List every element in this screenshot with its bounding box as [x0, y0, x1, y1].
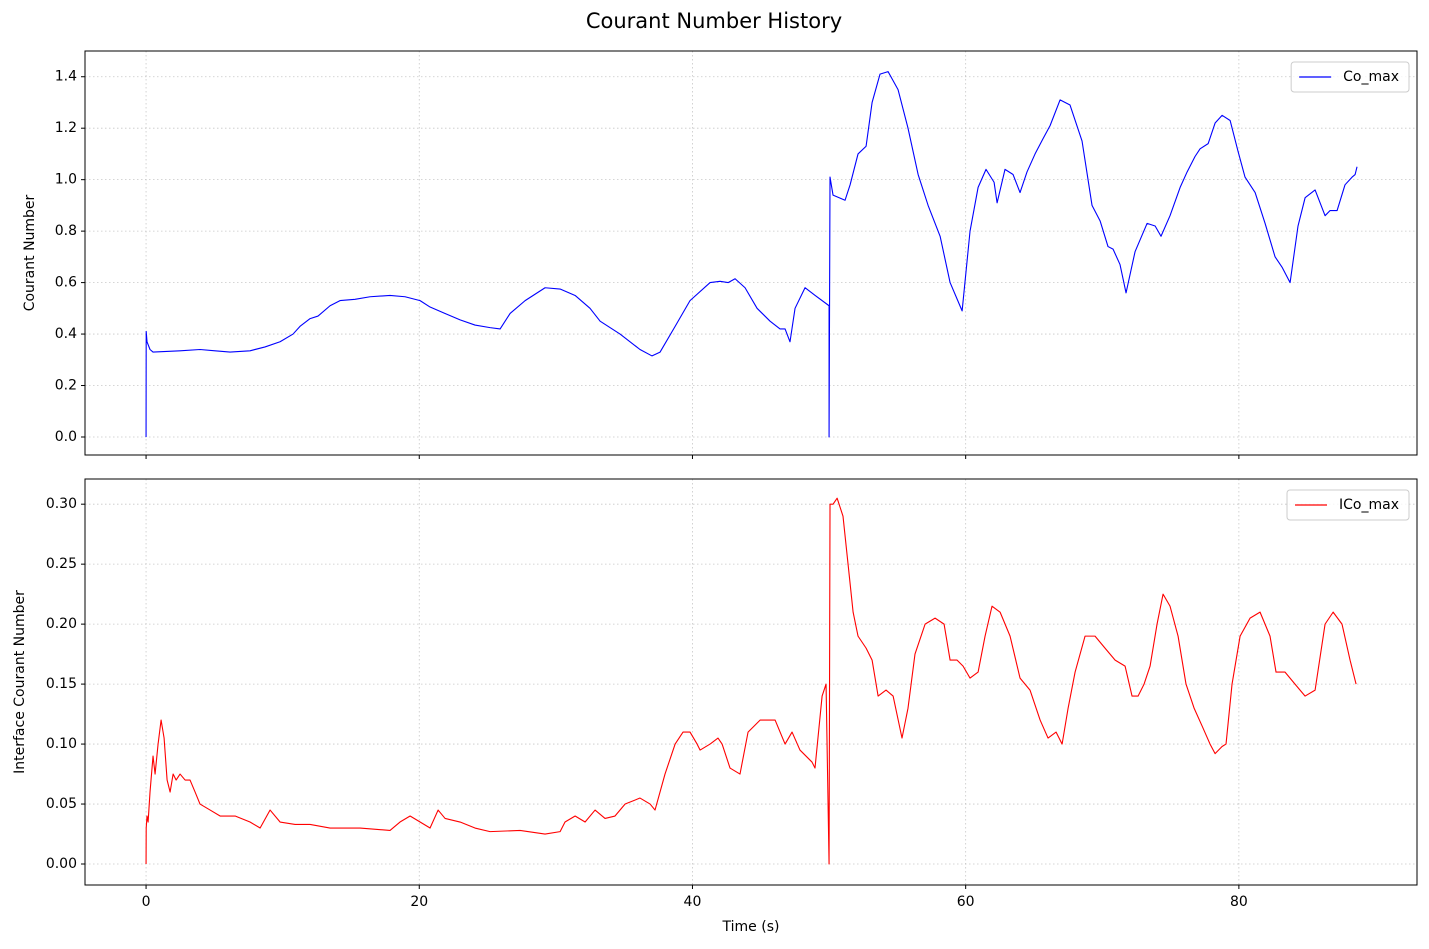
y-tick-label: 0.15 [46, 676, 77, 692]
legend-label: Co_max [1343, 69, 1399, 85]
y-tick-label: 1.2 [55, 120, 77, 136]
axes-frame [84, 478, 1418, 886]
legend: Co_max [1290, 61, 1410, 93]
figure-title: Courant Number History [586, 9, 842, 33]
plot-area [145, 497, 1357, 865]
y-tick-label: 1.4 [55, 69, 77, 85]
data-line [145, 71, 1358, 438]
y-tick-label: 0.25 [46, 556, 77, 572]
y-tick-label: 0.0 [55, 429, 77, 445]
legend-label: ICo_max [1339, 497, 1399, 513]
y-axis-label: Interface Courant Number [12, 590, 28, 774]
legend-frame [1290, 61, 1410, 93]
y-tick-label: 0.30 [46, 496, 77, 512]
y-tick-label: 0.2 [55, 378, 77, 394]
y-tick-label: 0.4 [55, 326, 77, 342]
y-tick-label: 0.6 [55, 275, 77, 291]
plot-area [145, 71, 1358, 438]
y-axis-label: Courant Number [22, 194, 38, 311]
y-tick-label: 1.0 [55, 172, 77, 188]
x-tick-label: 20 [410, 894, 428, 910]
y-tick-label: 0.00 [46, 856, 77, 872]
axes-frame [84, 50, 1418, 456]
y-tick-label: 0.8 [55, 223, 77, 239]
x-tick-label: 0 [142, 894, 151, 910]
x-axis-label: Time (s) [722, 919, 780, 935]
x-tick-label: 60 [957, 894, 975, 910]
x-tick-label: 80 [1230, 894, 1248, 910]
y-tick-label: 0.10 [46, 736, 77, 752]
y-tick-label: 0.20 [46, 616, 77, 632]
data-line [145, 497, 1357, 865]
legend: ICo_max [1286, 489, 1410, 521]
y-tick-label: 0.05 [46, 796, 77, 812]
x-tick-label: 40 [684, 894, 702, 910]
legend-frame [1286, 489, 1410, 521]
